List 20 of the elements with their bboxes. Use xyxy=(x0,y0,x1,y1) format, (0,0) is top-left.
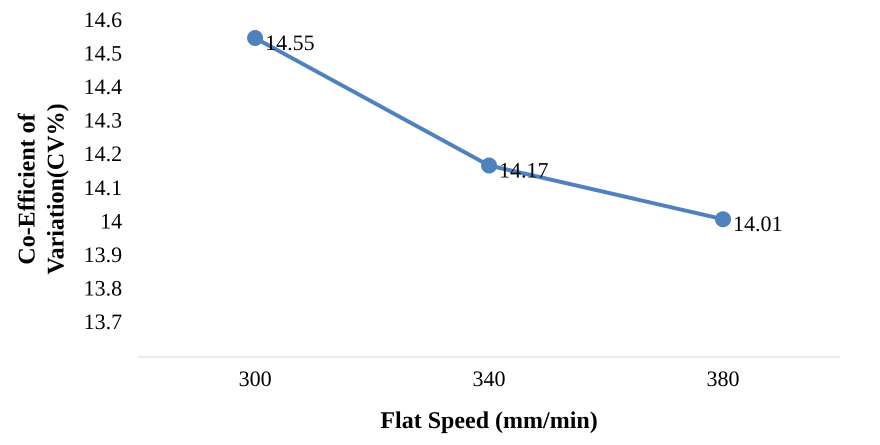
data-label: 14.55 xyxy=(265,30,315,55)
y-tick-label: 14.3 xyxy=(84,108,122,133)
point xyxy=(715,211,732,228)
y-tick-label: 14.4 xyxy=(84,74,122,100)
x-tick-label: 300 xyxy=(238,366,272,391)
y-tick-label: 14.5 xyxy=(84,40,122,66)
y-tick-label: 14.1 xyxy=(84,174,122,200)
y-tick-label: 13.9 xyxy=(84,242,122,267)
x-axis-title: Flat Speed (mm/min) xyxy=(380,408,598,434)
y-tick-label: 13.7 xyxy=(84,309,122,334)
data-label: 14.01 xyxy=(733,210,783,236)
y-tick-label: 14 xyxy=(100,208,122,234)
y-tick-label: 13.8 xyxy=(84,275,122,300)
y-tick-label: 14.2 xyxy=(84,141,122,166)
x-tick-label: 340 xyxy=(472,366,506,391)
y-axis-title: Co-Efficient of Variation(CV%) xyxy=(14,103,70,275)
y-tick-label: 14.6 xyxy=(84,6,122,32)
point xyxy=(481,158,498,174)
x-tick-label: 380 xyxy=(706,366,740,391)
point xyxy=(247,30,264,46)
